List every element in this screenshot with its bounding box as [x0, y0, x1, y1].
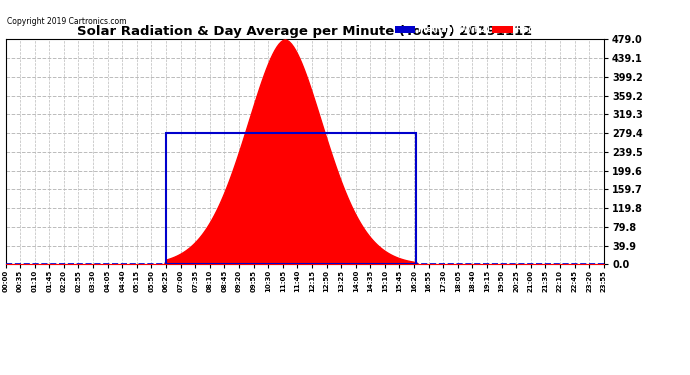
Legend: Median (W/m2), Radiation (W/m2): Median (W/m2), Radiation (W/m2)	[394, 24, 600, 35]
Bar	[166, 133, 416, 264]
Text: Copyright 2019 Cartronics.com: Copyright 2019 Cartronics.com	[7, 17, 126, 26]
Title: Solar Radiation & Day Average per Minute (Today) 20191112: Solar Radiation & Day Average per Minute…	[77, 25, 532, 38]
